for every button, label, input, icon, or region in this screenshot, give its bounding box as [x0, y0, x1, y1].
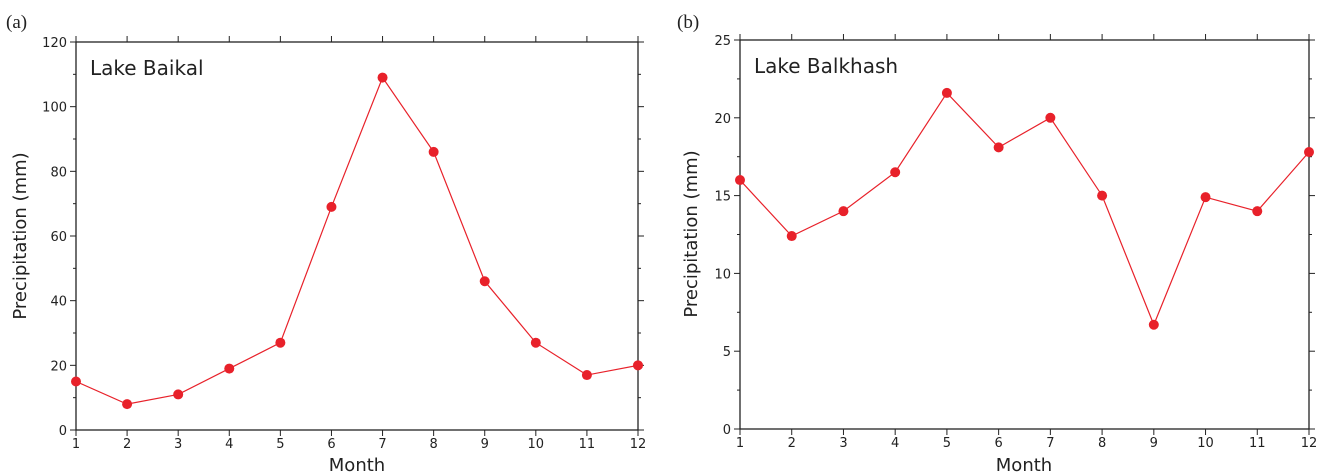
data-marks [735, 87, 1314, 330]
data-point [581, 370, 592, 381]
data-point [377, 72, 388, 83]
x-tick-label: 8 [429, 437, 437, 452]
data-point [71, 376, 81, 387]
y-tick-label: 25 [714, 34, 731, 49]
data-point [838, 206, 849, 217]
data-point [1045, 112, 1056, 123]
x-tick-label: 3 [839, 436, 847, 451]
series-line [739, 91, 1310, 327]
y-tick-label: 120 [42, 36, 67, 51]
chart-title: Lake Balkhash [754, 54, 898, 78]
chart-title: Lake Baikal [90, 56, 204, 80]
data-point [326, 201, 337, 212]
data-point [735, 175, 745, 186]
data-point [1148, 319, 1159, 330]
y-tick-label: 5 [723, 345, 731, 360]
y-tick-label: 80 [50, 165, 67, 180]
y-tick-label: 40 [50, 295, 67, 310]
x-tick-label: 4 [891, 436, 899, 451]
data-point [530, 337, 541, 348]
data-point [122, 399, 133, 410]
x-axis-label: Month [996, 455, 1052, 475]
x-tick-label: 5 [943, 436, 951, 451]
x-tick-label: 7 [1046, 436, 1054, 451]
x-tick-label: 10 [1197, 436, 1214, 451]
y-tick-label: 20 [50, 359, 67, 374]
y-axis-label: Precipitation (mm) [681, 150, 702, 317]
y-tick-label: 0 [723, 423, 731, 438]
y-tick-label: 15 [714, 190, 731, 205]
x-tick-label: 2 [123, 437, 131, 452]
data-point [224, 363, 235, 374]
x-tick-label: 6 [327, 437, 335, 452]
data-point [428, 146, 439, 157]
x-tick-label: 5 [276, 437, 284, 452]
data-point [173, 389, 184, 400]
x-tick-label: 6 [994, 436, 1002, 451]
x-tick-label: 1 [736, 436, 744, 451]
data-marks [71, 72, 643, 410]
plot-frame [739, 39, 1310, 430]
x-tick-label: 10 [528, 437, 545, 452]
x-tick-label: 12 [630, 437, 647, 452]
y-tick-label: 60 [50, 230, 67, 245]
panel-label: (b) [677, 12, 699, 33]
x-tick-label: 8 [1098, 436, 1106, 451]
plot-frame [75, 41, 639, 431]
data-point [1304, 147, 1314, 158]
y-axis-label: Precipitation (mm) [10, 152, 31, 319]
x-tick-label: 7 [378, 437, 386, 452]
x-tick-label: 9 [481, 437, 489, 452]
y-tick-label: 10 [714, 267, 731, 282]
data-point [786, 231, 797, 242]
data-point [479, 276, 490, 287]
data-point [1097, 190, 1108, 201]
data-point [275, 337, 286, 348]
y-tick-label: 100 [42, 101, 67, 116]
x-tick-label: 9 [1150, 436, 1158, 451]
data-point [633, 360, 643, 371]
x-axis-label: Month [329, 455, 385, 475]
x-tick-label: 11 [579, 437, 596, 452]
x-tick-label: 2 [788, 436, 796, 451]
data-point [993, 142, 1004, 153]
series-line [75, 76, 639, 405]
y-tick-label: 0 [59, 424, 67, 439]
data-point [1200, 192, 1211, 203]
data-point [1252, 206, 1263, 217]
panel-label: (a) [6, 12, 27, 33]
data-point [890, 167, 901, 178]
x-tick-label: 4 [225, 437, 233, 452]
data-point [941, 87, 952, 98]
x-tick-label: 12 [1301, 436, 1318, 451]
y-tick-label: 20 [714, 112, 731, 127]
x-tick-label: 1 [72, 437, 80, 452]
x-tick-label: 11 [1249, 436, 1266, 451]
x-tick-label: 3 [174, 437, 182, 452]
